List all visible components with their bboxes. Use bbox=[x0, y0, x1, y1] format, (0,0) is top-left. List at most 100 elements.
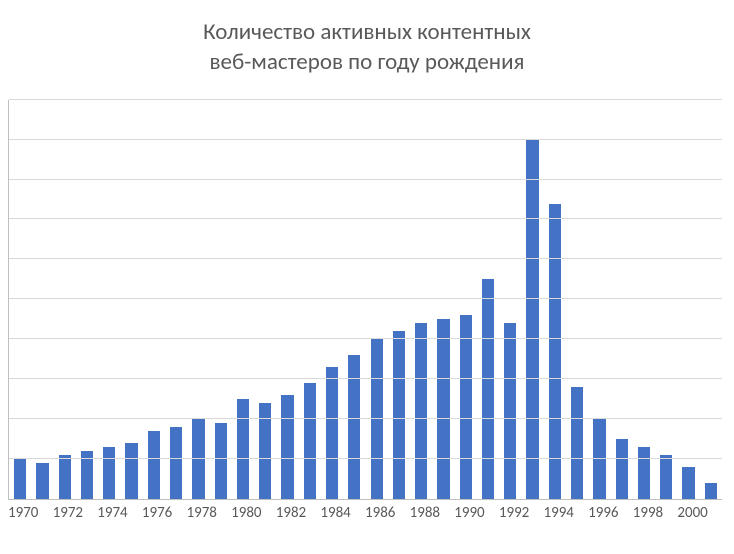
bar bbox=[281, 395, 293, 499]
bar-slot bbox=[455, 100, 477, 499]
bar-slot bbox=[611, 100, 633, 499]
x-axis-label bbox=[217, 504, 231, 522]
plot-area bbox=[8, 100, 722, 500]
bar-slot bbox=[98, 100, 120, 499]
bar bbox=[682, 467, 694, 499]
bar bbox=[371, 339, 383, 499]
bar bbox=[549, 204, 561, 499]
x-axis-label bbox=[395, 504, 409, 522]
bar-slot bbox=[677, 100, 699, 499]
bar-slot bbox=[143, 100, 165, 499]
bar-slot bbox=[254, 100, 276, 499]
bar bbox=[526, 140, 538, 499]
bar-slot bbox=[54, 100, 76, 499]
gridline bbox=[9, 418, 722, 419]
x-axis-label: 1996 bbox=[588, 504, 618, 522]
bar bbox=[571, 387, 583, 499]
bar-slot bbox=[366, 100, 388, 499]
gridline bbox=[9, 458, 722, 459]
x-axis-label: 1990 bbox=[454, 504, 484, 522]
bar-slot bbox=[343, 100, 365, 499]
bar-slot bbox=[299, 100, 321, 499]
bar bbox=[437, 319, 449, 499]
bar bbox=[415, 323, 427, 499]
gridline bbox=[9, 298, 722, 299]
bar-slot bbox=[210, 100, 232, 499]
bar bbox=[125, 443, 137, 499]
bars-container bbox=[9, 100, 722, 499]
bar bbox=[148, 431, 160, 499]
bar-slot bbox=[410, 100, 432, 499]
x-axis-label: 1976 bbox=[142, 504, 172, 522]
x-axis-label: 1994 bbox=[544, 504, 574, 522]
bar bbox=[482, 279, 494, 498]
x-axis-label: 1982 bbox=[276, 504, 306, 522]
x-axis-label bbox=[619, 504, 633, 522]
bar-slot bbox=[187, 100, 209, 499]
x-axis-label bbox=[708, 504, 722, 522]
x-axis-label bbox=[172, 504, 186, 522]
bar-slot bbox=[276, 100, 298, 499]
x-axis-label: 1970 bbox=[8, 504, 38, 522]
bar-slot bbox=[566, 100, 588, 499]
bar bbox=[393, 331, 405, 499]
gridline bbox=[9, 218, 722, 219]
x-axis-label: 2000 bbox=[677, 504, 707, 522]
bar bbox=[170, 427, 182, 499]
bar-slot bbox=[477, 100, 499, 499]
bar-chart: Количество активных контентных веб-масте… bbox=[0, 0, 734, 554]
bar-slot bbox=[31, 100, 53, 499]
gridline bbox=[9, 338, 722, 339]
bar bbox=[705, 483, 717, 499]
x-axis-label: 1986 bbox=[365, 504, 395, 522]
bar bbox=[504, 323, 516, 499]
x-axis-label bbox=[574, 504, 588, 522]
bar-slot bbox=[633, 100, 655, 499]
x-axis-label: 1980 bbox=[231, 504, 261, 522]
x-axis-label bbox=[306, 504, 320, 522]
bar-slot bbox=[165, 100, 187, 499]
x-axis-label: 1998 bbox=[633, 504, 663, 522]
x-axis-label: 1974 bbox=[97, 504, 127, 522]
x-axis-label bbox=[529, 504, 543, 522]
bar bbox=[348, 355, 360, 499]
bar bbox=[215, 423, 227, 499]
x-axis-label bbox=[351, 504, 365, 522]
bar-slot bbox=[9, 100, 31, 499]
bar bbox=[660, 455, 672, 499]
x-axis-label bbox=[38, 504, 52, 522]
bar bbox=[616, 439, 628, 499]
bar bbox=[237, 399, 249, 499]
bar bbox=[103, 447, 115, 499]
bar bbox=[326, 367, 338, 499]
bar-slot bbox=[521, 100, 543, 499]
bar bbox=[638, 447, 650, 499]
gridline bbox=[9, 179, 722, 180]
chart-title: Количество активных контентных веб-масте… bbox=[0, 0, 734, 100]
x-axis-label bbox=[485, 504, 499, 522]
bar-slot bbox=[700, 100, 722, 499]
bar-slot bbox=[388, 100, 410, 499]
gridline bbox=[9, 378, 722, 379]
bar bbox=[36, 463, 48, 499]
x-axis: 1970 1972 1974 1976 1978 1980 1982 1984 … bbox=[8, 500, 722, 522]
bar bbox=[59, 455, 71, 499]
x-axis-label bbox=[262, 504, 276, 522]
bar-slot bbox=[655, 100, 677, 499]
gridline bbox=[9, 258, 722, 259]
gridline bbox=[9, 99, 722, 100]
x-axis-label bbox=[440, 504, 454, 522]
x-axis-label bbox=[83, 504, 97, 522]
bar bbox=[14, 459, 26, 499]
bar bbox=[304, 383, 316, 499]
x-axis-label: 1978 bbox=[187, 504, 217, 522]
bar-slot bbox=[432, 100, 454, 499]
bar bbox=[460, 315, 472, 499]
bar-slot bbox=[232, 100, 254, 499]
bar-slot bbox=[120, 100, 142, 499]
bar-slot bbox=[499, 100, 521, 499]
x-axis-label: 1992 bbox=[499, 504, 529, 522]
bar-slot bbox=[321, 100, 343, 499]
x-axis-label: 1984 bbox=[320, 504, 350, 522]
bar-slot bbox=[544, 100, 566, 499]
